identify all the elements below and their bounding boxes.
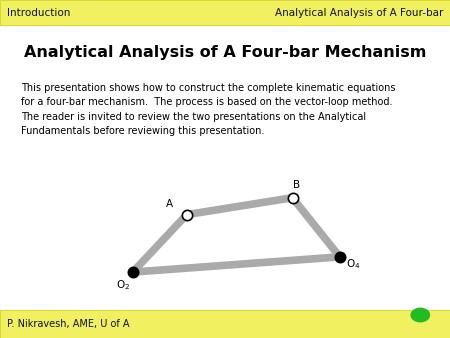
Text: This presentation shows how to construct the complete kinematic equations
for a : This presentation shows how to construct… — [21, 83, 396, 136]
Text: Analytical Analysis of A Four-bar Mechanism: Analytical Analysis of A Four-bar Mechan… — [24, 45, 426, 60]
Text: Analytical Analysis of A Four-bar: Analytical Analysis of A Four-bar — [275, 8, 443, 18]
FancyBboxPatch shape — [0, 0, 450, 25]
Circle shape — [410, 308, 430, 322]
Text: B: B — [293, 180, 301, 190]
Text: O$_2$: O$_2$ — [116, 278, 130, 292]
Point — [129, 269, 136, 275]
Point — [183, 212, 190, 217]
Point — [289, 195, 296, 200]
Point — [336, 254, 343, 260]
Text: Introduction: Introduction — [7, 8, 70, 18]
Text: A: A — [166, 199, 173, 209]
Text: O$_4$: O$_4$ — [346, 258, 360, 271]
Text: P. Nikravesh, AME, U of A: P. Nikravesh, AME, U of A — [7, 319, 129, 329]
FancyBboxPatch shape — [0, 310, 450, 338]
